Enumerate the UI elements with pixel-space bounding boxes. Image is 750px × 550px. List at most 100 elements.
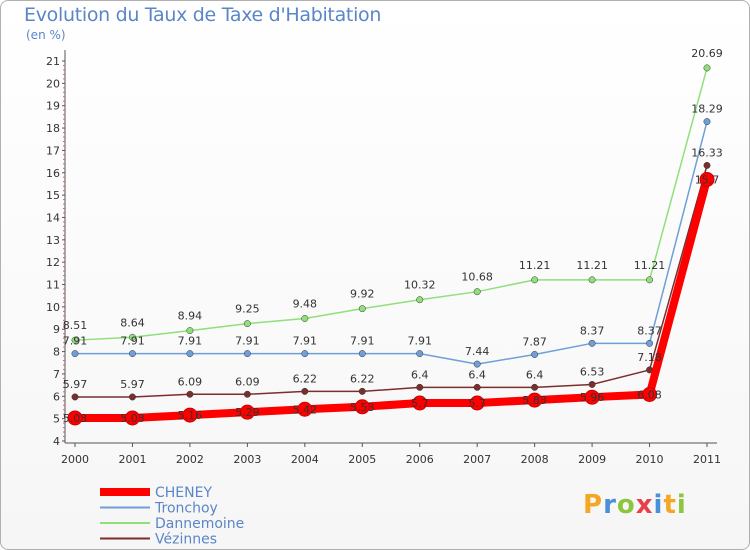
data-label: 10.32	[404, 279, 436, 292]
data-point	[129, 333, 136, 341]
y-tick-label: 17	[46, 144, 60, 157]
y-tick-label: 9	[53, 323, 60, 336]
data-label: 8.64	[120, 316, 145, 329]
data-point	[243, 350, 251, 358]
series-lines	[67, 64, 715, 426]
data-label: 7.91	[350, 335, 375, 348]
data-label: 5.97	[120, 378, 145, 391]
data-point	[703, 161, 711, 169]
data-label: 5.7	[411, 397, 429, 410]
data-point	[527, 392, 543, 408]
x-tick-label: 2007	[463, 453, 491, 466]
data-label: 16.33	[691, 146, 723, 159]
proxiti-logo: Proxiti	[583, 490, 687, 520]
data-point	[297, 401, 313, 417]
data-label: 7.91	[407, 335, 432, 348]
data-point	[646, 276, 653, 284]
data-label: 8.51	[63, 319, 88, 332]
logo-letter: P	[583, 490, 604, 520]
data-point	[129, 393, 136, 401]
data-label: 7.44	[465, 345, 490, 358]
legend-label: Vézinnes	[155, 532, 217, 548]
y-tick-label: 15	[46, 189, 60, 202]
data-label: 10.68	[461, 271, 493, 284]
logo-letter: i	[676, 490, 687, 520]
logo-letter: t	[663, 490, 677, 520]
data-label: 6.4	[468, 368, 486, 381]
data-label: 8.37	[580, 324, 605, 337]
data-point	[301, 315, 309, 322]
data-point	[358, 305, 366, 313]
logo-letter: r	[603, 490, 617, 520]
data-label: 6.4	[526, 368, 544, 381]
x-tick-label: 2011	[693, 453, 721, 466]
data-label: 8.37	[637, 324, 662, 337]
data-point	[301, 350, 309, 358]
data-point	[588, 339, 596, 347]
data-label: 5.16	[178, 409, 203, 422]
logo-letter: x	[635, 490, 654, 520]
data-point	[412, 395, 428, 411]
y-tick-label: 16	[46, 167, 60, 180]
data-label: 20.69	[691, 47, 723, 60]
data-label: 8.94	[178, 310, 203, 323]
data-point	[416, 296, 424, 304]
y-tick-label: 6	[53, 390, 60, 403]
series-line-tronchoy	[74, 120, 708, 365]
data-point	[703, 64, 711, 72]
data-point	[469, 395, 485, 411]
data-label: 5.29	[235, 406, 260, 419]
data-label: 6.4	[411, 368, 429, 381]
data-point	[243, 320, 251, 328]
y-tick-label: 14	[46, 211, 60, 224]
series-line-cheney	[71, 175, 711, 422]
y-tick-label: 10	[46, 301, 60, 314]
x-tick-label: 2003	[233, 453, 261, 466]
data-point	[239, 404, 255, 420]
data-point	[243, 390, 251, 398]
data-point	[646, 339, 653, 347]
x-tick-label: 2000	[61, 453, 89, 466]
data-label: 6.08	[637, 389, 662, 402]
data-label: 5.7	[468, 397, 486, 410]
data-label: 11.21	[519, 259, 551, 272]
data-point	[473, 383, 481, 391]
data-point	[416, 350, 424, 358]
y-tick-label: 7	[53, 368, 60, 381]
data-label: 5.97	[63, 378, 88, 391]
data-point	[71, 350, 79, 358]
data-label: 6.09	[235, 375, 260, 388]
y-tick-label: 11	[46, 279, 60, 292]
x-tick-label: 2004	[291, 453, 319, 466]
data-label: 5.83	[522, 394, 547, 407]
y-tick-label: 12	[46, 256, 60, 269]
logo-letter: o	[616, 490, 636, 520]
logo-letter: i	[653, 490, 664, 520]
data-point	[71, 336, 79, 344]
y-tick-label: 19	[46, 100, 60, 113]
series-line-dannemoine	[74, 67, 708, 341]
data-point	[71, 393, 79, 401]
data-point	[124, 410, 140, 426]
x-tick-label: 2005	[348, 453, 376, 466]
data-label: 7.87	[522, 335, 547, 348]
data-point	[186, 350, 194, 358]
data-label: 6.53	[580, 365, 605, 378]
data-label: 9.48	[293, 298, 318, 311]
data-label: 6.22	[350, 372, 375, 385]
y-tick-label: 21	[46, 55, 60, 68]
y-tick-label: 8	[53, 346, 60, 359]
series-line-vézinnes	[74, 164, 708, 398]
y-axis-unit: (en %)	[26, 28, 66, 42]
data-label: 5.03	[120, 412, 145, 425]
data-label: 5.03	[63, 412, 88, 425]
y-tick-label: 18	[46, 122, 60, 135]
data-label: 7.91	[293, 335, 318, 348]
data-label: 6.22	[293, 372, 318, 385]
data-point	[358, 350, 366, 358]
data-label: 6.09	[178, 375, 203, 388]
x-tick-label: 2010	[636, 453, 664, 466]
data-point	[642, 387, 658, 403]
data-label: 11.21	[634, 259, 666, 272]
x-tick-label: 2002	[176, 453, 204, 466]
